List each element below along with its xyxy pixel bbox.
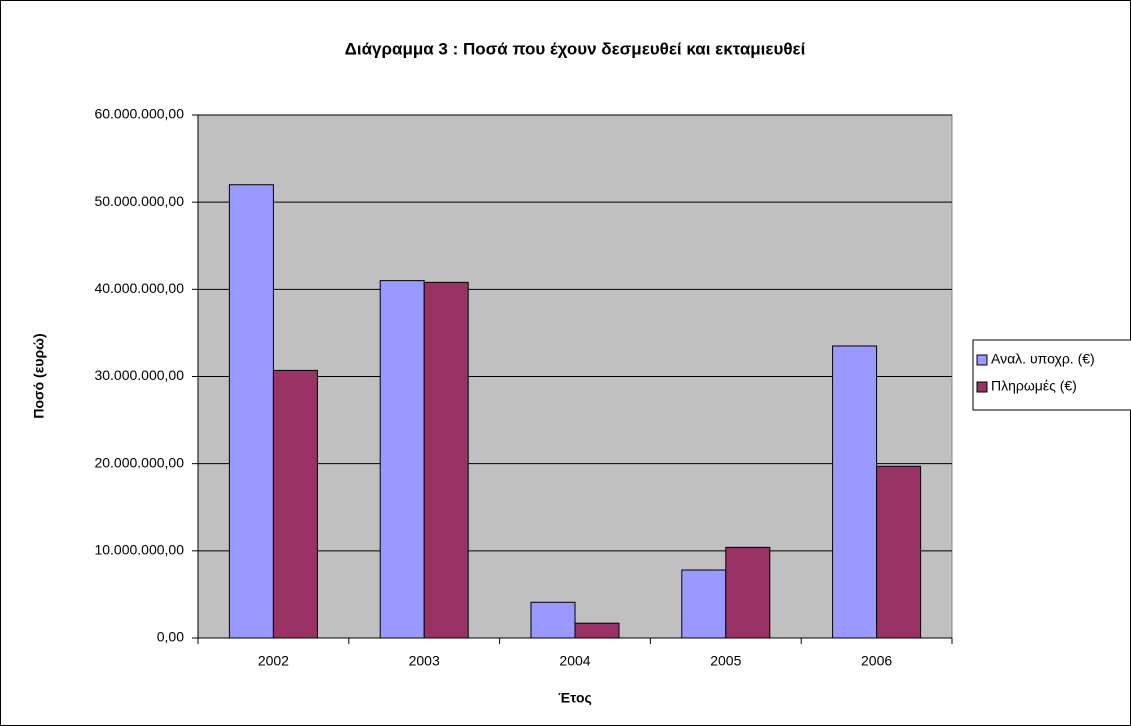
- bar: [423, 281, 469, 639]
- y-tick-label: 20.000.000,00: [94, 454, 184, 470]
- chart-title: Διάγραμμα 3 : Ποσά που έχουν δεσμευθεί κ…: [345, 39, 806, 58]
- legend-label: Αναλ. υποχρ. (€): [991, 351, 1095, 367]
- x-axis-label: Έτος: [558, 690, 592, 706]
- legend-label: Πληρωμές (€): [991, 378, 1077, 394]
- bar: [876, 465, 922, 639]
- x-tick-label: 2004: [559, 653, 590, 669]
- y-tick-label: 60.000.000,00: [94, 106, 184, 122]
- bar: [681, 569, 727, 639]
- bar: [574, 622, 620, 639]
- legend-box: [972, 339, 1131, 411]
- bar: [272, 369, 318, 639]
- legend-swatch: [976, 381, 988, 393]
- bar: [530, 601, 576, 639]
- bar: [228, 184, 274, 639]
- y-tick-label: 40.000.000,00: [94, 280, 184, 296]
- y-tick-label: 30.000.000,00: [94, 367, 184, 383]
- bar: [725, 546, 771, 639]
- legend-swatch: [976, 354, 988, 366]
- x-tick-label: 2005: [710, 653, 741, 669]
- bar: [379, 280, 425, 639]
- y-tick-label: 10.000.000,00: [94, 542, 184, 558]
- bar: [832, 345, 878, 639]
- y-axis-label: Ποσό (ευρώ): [31, 333, 47, 418]
- x-tick-label: 2006: [861, 653, 892, 669]
- y-tick-label: 50.000.000,00: [94, 193, 184, 209]
- x-tick-label: 2002: [258, 653, 289, 669]
- y-tick-label: 0,00: [157, 629, 184, 645]
- x-tick-label: 2003: [409, 653, 440, 669]
